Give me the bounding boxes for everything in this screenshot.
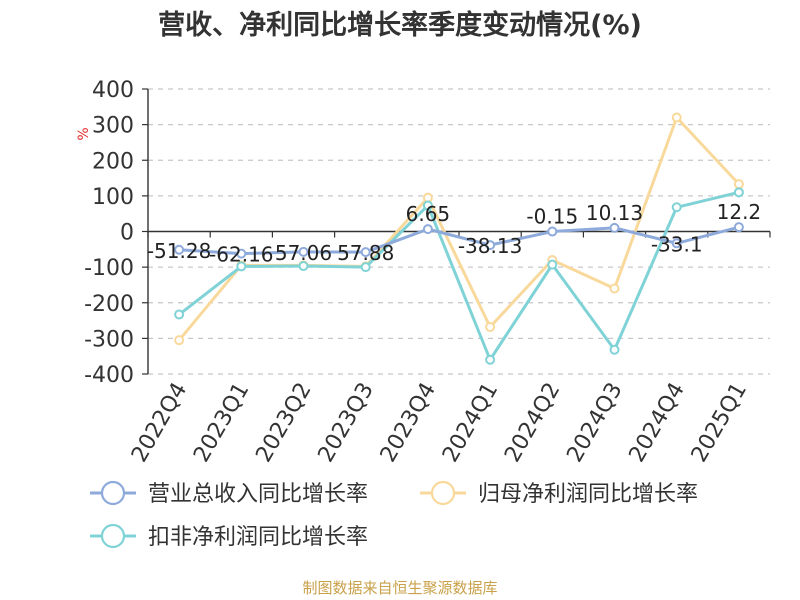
data-label: -38.13	[458, 234, 522, 258]
data-label: -51.28	[147, 239, 211, 263]
y-tick-label: 200	[92, 149, 134, 174]
data-point	[485, 321, 496, 332]
x-tick-label: 2024Q2	[500, 379, 565, 467]
y-tick-label: -200	[84, 292, 134, 317]
data-point	[422, 224, 433, 235]
data-point	[547, 226, 558, 237]
y-tick-label: 0	[120, 221, 134, 246]
x-tick-label: 2023Q1	[189, 379, 254, 467]
y-tick-label: -300	[84, 327, 134, 352]
data-label: -0.15	[526, 205, 578, 229]
legend-item: 扣非净利润同比增长率	[90, 523, 368, 550]
x-tick-label: 2024Q3	[562, 379, 627, 467]
x-tick-label: 2023Q2	[251, 379, 316, 467]
legend-label: 营业总收入同比增长率	[148, 482, 368, 507]
legend-marker	[430, 480, 456, 506]
series-layer	[174, 112, 744, 365]
data-point	[609, 222, 620, 233]
data-point	[236, 248, 247, 259]
series-line	[177, 116, 740, 342]
data-point	[298, 261, 309, 272]
x-tick-label: 2022Q4	[127, 379, 192, 467]
legend-item: 营业总收入同比增长率	[90, 480, 368, 507]
data-label: 57.06	[275, 241, 332, 265]
data-point	[360, 247, 371, 258]
x-tick-label: 2023Q4	[376, 379, 441, 467]
y-tick-label: 100	[92, 185, 134, 210]
data-point	[733, 179, 744, 190]
y-tick-label: -100	[84, 256, 134, 281]
data-point	[422, 200, 433, 211]
legend-marker	[100, 523, 126, 549]
legend-item: 归母净利润同比增长率	[420, 480, 698, 507]
data-point	[671, 238, 682, 249]
y-tick-label: -400	[84, 363, 134, 388]
data-point	[485, 354, 496, 365]
data-label: 12.2	[717, 200, 762, 224]
y-tick-label: 300	[92, 114, 134, 139]
data-point	[174, 244, 185, 255]
x-tick-label: 2024Q1	[438, 378, 503, 466]
x-tick-label: 2023Q3	[314, 379, 379, 467]
data-label: -33.1	[651, 232, 703, 256]
data-label: 10.13	[586, 201, 643, 225]
legend-label: 扣非净利润同比增长率	[148, 525, 368, 550]
y-axis-ticks: 400 300 200 100 0 -100 -200 -300 -400	[84, 78, 148, 388]
data-label: -62.16	[209, 243, 273, 267]
data-point	[733, 187, 744, 198]
chart-title: 营收、净利同比增长率季度变动情况(%)	[158, 9, 642, 41]
x-axis-ticks: 2022Q42023Q12023Q22023Q32023Q42024Q12024…	[127, 378, 752, 466]
legend-marker	[100, 480, 126, 506]
x-tick-label: 2025Q1	[687, 379, 752, 467]
data-point	[547, 259, 558, 270]
data-point	[733, 222, 744, 233]
data-point	[671, 112, 682, 123]
data-point	[236, 261, 247, 272]
data-point	[422, 192, 433, 203]
source-note: 制图数据来自恒生聚源数据库	[302, 579, 497, 597]
data-point	[609, 344, 620, 355]
data-point	[298, 246, 309, 257]
data-labels: -51.28-62.16 57.06 57.88 6.65 -38.13-0.15 10.…	[147, 200, 761, 266]
data-point	[671, 202, 682, 213]
data-label: 6.65	[406, 202, 451, 226]
data-point	[174, 309, 185, 320]
data-point	[609, 283, 620, 294]
y-axis-unit: %	[76, 127, 92, 140]
data-point	[485, 240, 496, 251]
legend-label: 归母净利润同比增长率	[478, 482, 698, 507]
grid-lines	[148, 88, 770, 375]
x-tick-label: 2024Q4	[625, 379, 690, 467]
data-point	[360, 262, 371, 273]
series-line	[178, 190, 740, 362]
y-tick-label: 400	[92, 78, 134, 103]
data-point	[174, 335, 185, 346]
series-line	[179, 225, 740, 256]
data-label: 57.88	[337, 241, 394, 265]
